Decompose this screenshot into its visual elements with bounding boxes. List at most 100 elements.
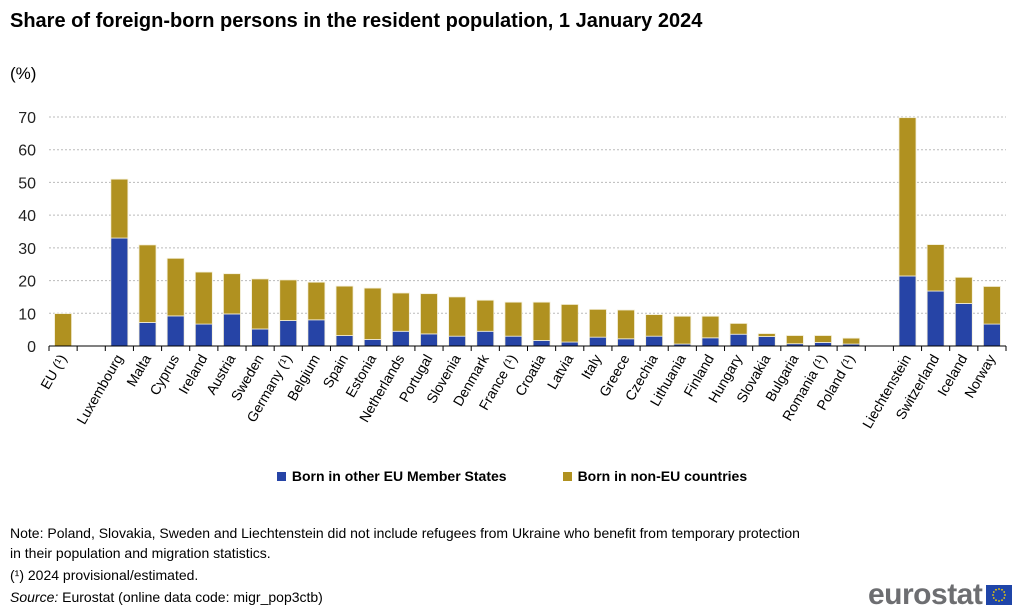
bar-noneu: [842, 337, 861, 345]
bar-noneu: [617, 309, 635, 340]
bar-noneu: [898, 117, 917, 277]
y-axis-unit: (%): [10, 64, 37, 83]
legend-swatch-noneu: [562, 471, 572, 481]
x-tick-label: Italy: [578, 352, 605, 382]
bar-eu: [814, 342, 832, 347]
legend-swatch-eu: [276, 471, 286, 481]
legend: Born in other EU Member States Born in n…: [0, 468, 1024, 484]
legend-label-eu: Born in other EU Member States: [291, 468, 507, 484]
source-label: Source:: [10, 589, 59, 605]
y-tick-label: 20: [18, 274, 36, 291]
note: Note: Poland, Slovakia, Sweden and Liech…: [10, 525, 800, 561]
y-tick-label: 10: [18, 306, 36, 323]
flag-star: [1004, 594, 1007, 596]
bar-noneu: [420, 293, 438, 335]
bar-eu: [701, 337, 720, 347]
bar-eu: [279, 320, 298, 347]
bar-noneu: [110, 178, 129, 239]
bar-noneu: [645, 314, 664, 337]
flag-star: [998, 588, 1001, 590]
bar-noneu: [504, 301, 523, 337]
y-tick-label: 30: [18, 241, 36, 258]
bar-noneu: [814, 335, 832, 343]
bar-noneu: [983, 286, 1001, 325]
bar-noneu: [560, 304, 579, 343]
bar-eu: [166, 315, 185, 347]
y-tick-label: 0: [27, 339, 36, 356]
flag-star: [995, 599, 998, 602]
bar-noneu: [729, 323, 748, 335]
bar-eu: [504, 335, 523, 347]
bar-eu: [588, 336, 607, 347]
bar-eu: [645, 335, 664, 347]
bar-noneu: [926, 244, 945, 292]
bar-eu: [926, 290, 945, 347]
bar-noneu: [785, 335, 804, 345]
bar-eu: [363, 339, 382, 347]
bar-eu: [983, 323, 1001, 347]
bar-noneu: [307, 281, 326, 321]
bar-noneu: [532, 301, 551, 341]
chart-title: Share of foreign-born persons in the res…: [10, 10, 703, 32]
flag-star: [1001, 588, 1004, 591]
bar-eu: [110, 237, 129, 347]
legend-label-noneu: Born in non-EU countries: [577, 468, 748, 484]
eu-flag-icon: [986, 585, 1013, 605]
footnote: (¹) 2024 provisional/estimated.: [10, 567, 199, 583]
bar-eu: [194, 323, 213, 347]
bar-noneu: [701, 315, 720, 339]
bar-eu: [757, 336, 776, 347]
bar-noneu: [194, 271, 213, 325]
bar-noneu: [363, 287, 382, 340]
bar-noneu: [335, 285, 354, 336]
flag-star: [993, 591, 996, 593]
bar-eu: [898, 275, 917, 347]
flag-star: [992, 594, 995, 596]
bar-noneu: [588, 308, 607, 338]
bar-eu: [307, 319, 326, 347]
bar-eu: [617, 338, 635, 347]
bar-noneu: [391, 292, 410, 332]
bar-noneu: [251, 278, 270, 330]
bar-eu: [251, 328, 270, 347]
flag-star: [1001, 599, 1004, 602]
x-tick-label: Luxembourg: [73, 352, 126, 427]
bar-eu: [223, 313, 241, 347]
bar-eu: [420, 333, 438, 347]
source: Source: Eurostat (online data code: migr…: [10, 589, 323, 605]
flag-star: [1003, 591, 1006, 593]
y-tick-label: 40: [18, 208, 36, 225]
bar-eu: [138, 322, 157, 347]
flag-star: [993, 597, 996, 599]
y-tick-label: 70: [18, 110, 36, 127]
bar-eu: [391, 330, 410, 347]
bar-noneu: [954, 276, 973, 304]
bar-noneu: [223, 273, 241, 315]
legend-item-eu: Born in other EU Member States: [276, 468, 507, 484]
bar-eu: [476, 330, 495, 347]
flag-star: [995, 588, 998, 591]
bar-eu: [729, 333, 748, 347]
y-tick-label: 50: [18, 175, 36, 192]
legend-item-noneu: Born in non-EU countries: [562, 468, 748, 484]
bar-eu: [954, 303, 973, 347]
source-text: Eurostat (online data code: migr_pop3ctb…: [58, 589, 323, 605]
bar-noneu: [448, 296, 467, 337]
flag-star: [1003, 597, 1006, 599]
x-tick-label: Latvia: [544, 351, 577, 392]
bar-eu: [532, 340, 551, 347]
bar-eu: [448, 335, 467, 347]
bar-noneu: [476, 299, 495, 332]
bar-noneu: [757, 333, 776, 337]
eurostat-logo: eurostat: [868, 578, 1013, 611]
bar-eu: [560, 341, 579, 347]
bar-noneu: [673, 315, 692, 345]
x-tick-label: EU (¹): [37, 352, 70, 392]
bar-noneu: [166, 257, 185, 317]
bar-noneu: [54, 313, 72, 347]
y-tick-label: 60: [18, 143, 36, 160]
bar-noneu: [279, 279, 298, 321]
flag-star: [998, 600, 1001, 602]
logo-text: eurostat: [868, 578, 983, 611]
